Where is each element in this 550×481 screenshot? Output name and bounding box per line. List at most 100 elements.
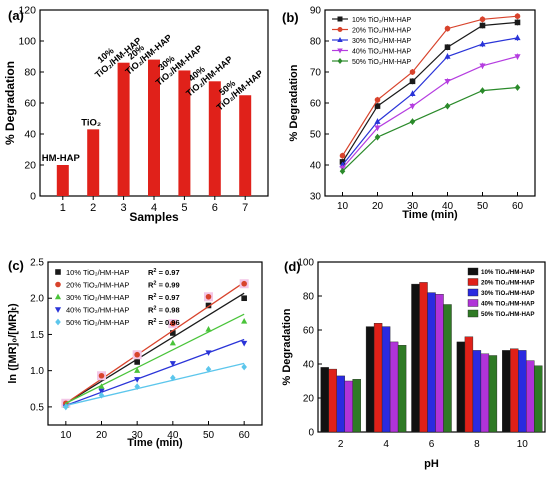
- x-tick-label: 10: [60, 430, 72, 441]
- data-point: [241, 280, 247, 287]
- legend-label: 50% TiO₂/HM-HAP: [352, 59, 411, 66]
- data-point: [479, 22, 486, 29]
- data-point: [444, 25, 451, 32]
- data-point: [241, 295, 247, 302]
- data-point: [409, 103, 416, 110]
- bar: [397, 345, 407, 433]
- data-point: [374, 125, 381, 132]
- x-tick-label: 6: [429, 439, 435, 450]
- y-tick-label: 70: [310, 68, 322, 79]
- data-point: [409, 118, 416, 125]
- data-point: [98, 388, 105, 395]
- bar: [208, 81, 221, 196]
- fit-line: [65, 338, 245, 407]
- x-tick-label: 4: [383, 439, 389, 450]
- bar: [526, 360, 535, 433]
- y-tick-label: 60: [303, 326, 315, 337]
- legend-label: 10% TiO₂/HM-HAP: [66, 268, 129, 277]
- fit-line: [65, 292, 245, 404]
- data-point: [479, 40, 486, 47]
- bar: [320, 367, 329, 433]
- bar: [480, 353, 490, 433]
- legend-marker: [337, 27, 343, 32]
- bar: [427, 292, 436, 433]
- y-axis-label: % Degradation: [3, 61, 17, 145]
- data-point: [170, 374, 176, 382]
- data-point: [241, 318, 248, 324]
- data-point: [514, 54, 521, 60]
- legend-label: 30% TiO₂/HM-HAP: [481, 290, 535, 297]
- data-point: [134, 377, 141, 383]
- legend-marker: [54, 307, 62, 313]
- legend-marker: [337, 48, 343, 54]
- panel-label: (c): [8, 258, 24, 273]
- panel-label: (b): [282, 10, 299, 25]
- y-tick-label: 80: [303, 292, 315, 303]
- y-axis-label: % Degradation: [281, 308, 293, 385]
- bar: [456, 341, 466, 433]
- x-tick-label: 4: [151, 202, 157, 214]
- y-tick-label: 90: [310, 6, 322, 17]
- y-axis-label: % Degradation: [288, 64, 300, 141]
- data-point: [444, 53, 451, 59]
- legend-swatch: [467, 278, 479, 286]
- y-tick-label: 30: [310, 192, 322, 203]
- x-tick-label: 50: [477, 201, 489, 212]
- x-tick-label: 10: [337, 201, 349, 212]
- x-tick-label: 1: [60, 202, 66, 214]
- y-tick-label: 2.0: [30, 294, 44, 305]
- data-point: [170, 330, 176, 336]
- r2-value: = 0.99: [156, 281, 179, 290]
- x-tick-label: 40: [442, 201, 454, 212]
- bar: [344, 380, 353, 433]
- bar: [419, 282, 428, 433]
- bar: [389, 341, 399, 433]
- data-point: [170, 320, 176, 327]
- x-tick-label: 60: [512, 201, 524, 212]
- data-point: [169, 361, 176, 367]
- y-axis-label: ln ([MR]₀/[MR]ₜ): [7, 303, 19, 384]
- data-point: [98, 372, 105, 379]
- r2-value: = 0.97: [156, 293, 179, 302]
- series-line: [342, 86, 518, 172]
- legend-marker: [55, 281, 61, 288]
- r2-superscript: 2: [153, 268, 156, 274]
- r2-label: R2 = 0.98: [148, 306, 180, 315]
- r2-label: R2 = 0.97: [148, 268, 180, 277]
- bar: [87, 129, 100, 196]
- x-tick-label: 5: [181, 202, 187, 214]
- bar: [411, 283, 420, 433]
- y-tick-label: 60: [24, 98, 36, 110]
- y-tick-label: 40: [303, 360, 315, 371]
- data-point: [444, 79, 451, 85]
- legend-label: 50% TiO₂/HM-HAP: [481, 311, 535, 318]
- legend-label: 20% TiO₂/HM-HAP: [352, 28, 411, 35]
- y-tick-label: 0: [30, 191, 36, 203]
- legend-label: 40% TiO₂/HM-HAP: [66, 306, 129, 315]
- bar: [518, 350, 527, 433]
- data-point: [479, 87, 486, 94]
- fit-line: [65, 281, 245, 404]
- bar: [381, 326, 391, 433]
- y-tick-label: 0.5: [30, 402, 44, 413]
- x-tick-label: 60: [239, 430, 251, 441]
- series-line: [341, 15, 518, 157]
- legend-label: 40% TiO₂/HM-HAP: [481, 301, 535, 308]
- data-point: [63, 403, 69, 411]
- r2-label: R2 = 0.99: [148, 281, 180, 290]
- y-tick-label: 0: [308, 428, 314, 439]
- data-point: [409, 78, 416, 85]
- panel-label: (d): [284, 259, 301, 274]
- bar: [435, 294, 444, 433]
- data-point: [374, 103, 381, 109]
- bar: [148, 59, 160, 196]
- bar: [352, 379, 361, 433]
- data-point: [444, 102, 451, 110]
- legend-swatch: [467, 288, 479, 297]
- bar: [464, 336, 474, 433]
- legend-marker: [55, 269, 61, 275]
- x-axis-label: Samples: [129, 210, 179, 224]
- panel-label: (a): [8, 8, 24, 23]
- bar: [239, 95, 252, 196]
- data-point: [205, 365, 212, 373]
